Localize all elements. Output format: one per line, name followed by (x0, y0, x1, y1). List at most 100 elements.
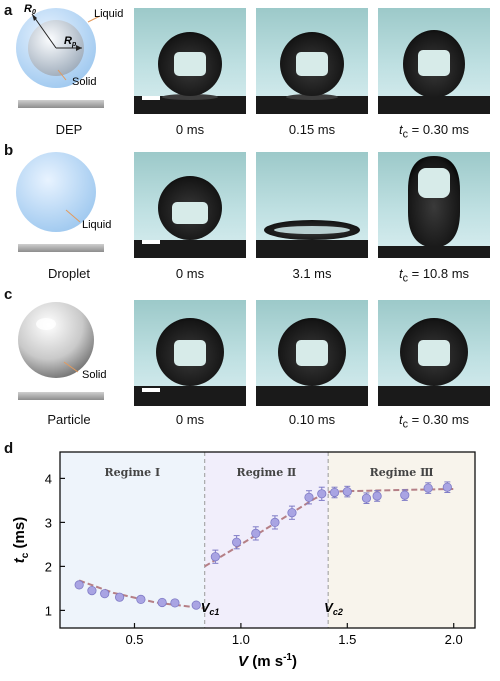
regime-label-2: Regime Ⅱ (237, 466, 297, 479)
marker (136, 594, 146, 604)
frame-c-2 (256, 300, 368, 406)
substrate (18, 100, 104, 108)
y-tick-label: 1 (45, 603, 52, 618)
frame-b-2 (256, 152, 368, 258)
data-point (170, 598, 180, 608)
caption-a-2: 0.15 ms (288, 122, 336, 137)
marker (232, 537, 242, 547)
row-label-particle: Particle (47, 412, 91, 427)
regime-region-1 (60, 452, 205, 628)
particle (18, 302, 94, 378)
caption-a-1: 0 ms (175, 122, 205, 137)
data-point (232, 535, 242, 550)
regime-region-3 (328, 452, 475, 628)
substrate (18, 392, 104, 400)
fit-curve-1 (78, 579, 203, 610)
data-point (304, 490, 314, 505)
frame-b-3 (378, 152, 490, 258)
panel-letter-b: b (4, 142, 14, 159)
regime-label-3: Regime Ⅲ (370, 466, 434, 479)
schematic-particle: Solid (18, 302, 106, 400)
schematic-droplet: Liquid (16, 152, 111, 252)
plot-frame (59, 451, 476, 629)
panel-letter-d: d (4, 440, 14, 457)
data-point (270, 515, 280, 530)
x-tick-label: 1.0 (232, 632, 250, 647)
frame-a-3 (378, 8, 490, 114)
regime-region-2 (204, 452, 329, 628)
liquid-label: Liquid (94, 8, 123, 20)
marker (100, 589, 110, 599)
data-point (317, 486, 327, 501)
row-label-dep: DEP (55, 122, 83, 137)
data-point (210, 549, 220, 564)
y-tick-label: 2 (45, 559, 52, 574)
marker (157, 597, 167, 608)
droplet-liquid-label: Liquid (82, 219, 111, 231)
caption-a-3: tc = 0.30 ms (398, 122, 470, 141)
caption-b-2: 3.1 ms (292, 266, 332, 281)
marker (170, 598, 180, 608)
data-point (136, 594, 146, 604)
x-tick-label: 2.0 (445, 632, 463, 647)
caption-c-1: 0 ms (175, 412, 205, 427)
data-point (361, 492, 372, 504)
critical-label-2: Vc2 (324, 600, 343, 617)
caption-c-2: 0.10 ms (288, 412, 336, 427)
caption-b-3: tc = 10.8 ms (398, 266, 470, 285)
critical-label-1: Vc1 (201, 600, 220, 617)
substrate (18, 244, 104, 252)
marker (361, 493, 372, 503)
marker (329, 487, 340, 498)
regime-label-1: Regime Ⅰ (105, 466, 161, 479)
data-point (114, 592, 125, 602)
droplet (16, 152, 96, 232)
data-point (74, 580, 84, 590)
caption-b-1: 0 ms (175, 266, 205, 281)
frame-b-1 (134, 152, 246, 258)
schematic-dep: R0 Rp Liquid Solid (16, 3, 123, 108)
data-point (191, 600, 201, 610)
frame-a-2 (256, 8, 368, 114)
data-point (400, 489, 410, 501)
marker (442, 482, 452, 492)
r0-label: R0 (24, 3, 36, 16)
data-point (87, 586, 97, 596)
data-point (100, 589, 110, 599)
scale-bar (142, 388, 160, 392)
y-axis-label: tc (ms) (11, 517, 31, 563)
marker (372, 491, 382, 501)
data-point (329, 486, 340, 499)
marker (87, 586, 97, 596)
data-point (287, 505, 297, 520)
y-tick-label: 3 (45, 515, 52, 530)
y-tick-label: 4 (45, 471, 52, 486)
data-point (157, 597, 167, 608)
panel-letter-c: c (4, 286, 13, 303)
rp-label: Rp (64, 35, 77, 48)
marker (114, 592, 125, 602)
scale-bar (142, 240, 160, 244)
data-point (372, 490, 382, 502)
frame-c-3 (378, 300, 490, 406)
frame-a-1 (134, 8, 246, 114)
caption-c-3: tc = 0.30 ms (398, 412, 470, 431)
marker (342, 486, 352, 497)
data-point (251, 526, 261, 541)
scale-bar (142, 96, 160, 100)
marker (400, 490, 410, 500)
marker (270, 517, 280, 528)
marker (423, 483, 433, 493)
marker (191, 600, 201, 610)
data-point (423, 482, 433, 494)
tc-vs-velocity-chart: 0.5 1.0 1.5 2.0 1 2 3 4 V (m s-1) tc (ms) Regime … (11, 451, 476, 670)
marker (251, 528, 261, 539)
data-point (342, 485, 352, 498)
marker (210, 552, 220, 562)
marker (317, 489, 327, 499)
panel-letter-a: a (4, 2, 13, 19)
frame-c-1 (134, 300, 246, 406)
x-tick-label: 0.5 (125, 632, 143, 647)
solid-label: Solid (72, 76, 96, 88)
x-axis-label: V (m s-1) (238, 652, 297, 670)
